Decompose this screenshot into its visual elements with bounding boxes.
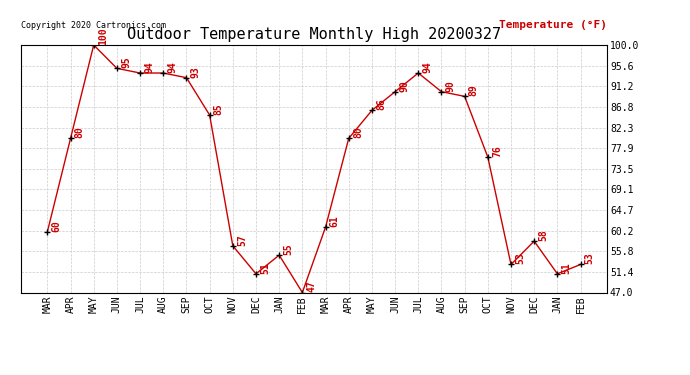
- Text: 53: 53: [584, 253, 595, 264]
- Text: 47: 47: [306, 281, 317, 292]
- Text: 53: 53: [515, 253, 525, 264]
- Text: 51: 51: [260, 262, 270, 274]
- Text: 89: 89: [469, 85, 479, 96]
- Text: Copyright 2020 Cartronics.com: Copyright 2020 Cartronics.com: [21, 21, 166, 30]
- Text: 58: 58: [538, 230, 549, 241]
- Text: 60: 60: [52, 220, 61, 232]
- Text: 95: 95: [121, 57, 131, 68]
- Text: 94: 94: [422, 61, 433, 73]
- Text: 90: 90: [400, 80, 409, 92]
- Text: 94: 94: [144, 61, 155, 73]
- Text: 85: 85: [214, 103, 224, 115]
- Text: 55: 55: [284, 243, 293, 255]
- Text: Temperature (°F): Temperature (°F): [499, 20, 607, 30]
- Text: 51: 51: [562, 262, 571, 274]
- Text: 86: 86: [376, 99, 386, 110]
- Text: 76: 76: [492, 146, 502, 157]
- Text: 57: 57: [237, 234, 247, 246]
- Title: Outdoor Temperature Monthly High 20200327: Outdoor Temperature Monthly High 2020032…: [127, 27, 501, 42]
- Text: 93: 93: [190, 66, 201, 78]
- Text: 94: 94: [168, 61, 177, 73]
- Text: 61: 61: [330, 215, 339, 227]
- Text: 80: 80: [353, 127, 363, 138]
- Text: 80: 80: [75, 127, 85, 138]
- Text: 90: 90: [446, 80, 455, 92]
- Text: 100: 100: [98, 27, 108, 45]
